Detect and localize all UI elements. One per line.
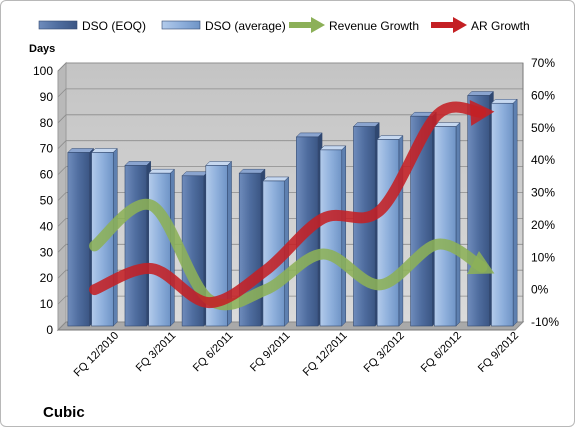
y-tick-label: 10 — [40, 297, 54, 311]
legend-item: AR Growth — [431, 17, 530, 33]
x-tick-label: FQ 12/2011 — [301, 330, 350, 379]
bar-dso-eoq — [352, 121, 380, 327]
legend-label: DSO (EOQ) — [82, 19, 146, 33]
chart-title: Cubic — [43, 404, 85, 421]
lines-layer — [89, 99, 495, 311]
y-tick-label: 40 — [40, 219, 54, 233]
y-tick-label: 60 — [40, 168, 54, 182]
y-tick-label: 0 — [46, 323, 53, 337]
y2-tick-label: 0% — [531, 283, 549, 297]
y-tick-label: 20 — [40, 271, 54, 285]
x-axis-tick-labels: FQ 12/2010 FQ 3/2011 FQ 6/2011 FQ 9/2011 FQ … — [72, 330, 521, 380]
bar-dso-average — [205, 160, 233, 327]
arrowhead — [469, 99, 495, 126]
legend: DSO (EOQ) DSO (average) Revenue Growth AR G… — [38, 17, 530, 33]
legend-item: Revenue Growth — [289, 17, 419, 33]
y2-tick-label: 70% — [531, 56, 555, 70]
x-tick-label: FQ 12/2010 — [72, 330, 122, 380]
arrowhead — [467, 250, 495, 275]
x-tick-label: FQ 9/2011 — [248, 330, 293, 375]
y2-tick-label: 10% — [531, 250, 555, 264]
y2-tick-label: 30% — [531, 186, 555, 200]
bar-dso-average — [376, 134, 404, 327]
gridline — [57, 114, 523, 124]
legend-label: Revenue Growth — [329, 19, 419, 33]
x-tick-label: FQ 6/2012 — [419, 330, 464, 375]
legend-label: AR Growth — [471, 19, 530, 33]
bar-dso-eoq — [124, 160, 152, 327]
x-tick-label: FQ 3/2011 — [134, 330, 179, 375]
y2-tick-label: 50% — [531, 121, 555, 135]
y-tick-label: 50 — [40, 194, 54, 208]
y-tick-label: 80 — [40, 116, 54, 130]
y2-tick-label: 40% — [531, 153, 555, 167]
axes — [58, 63, 524, 331]
gridline — [57, 62, 523, 72]
y2-tick-label: 60% — [531, 88, 555, 102]
ar-growth-line — [89, 99, 495, 309]
y2-tick-label: -10% — [531, 315, 559, 329]
x-tick-label: FQ 9/2012 — [476, 330, 521, 375]
bar-dso-average — [148, 168, 175, 327]
legend-label: DSO (average) — [205, 19, 286, 33]
y-tick-label: 30 — [40, 245, 54, 259]
y-tick-label: 100 — [33, 64, 53, 78]
revenue-growth-line — [89, 198, 495, 311]
legend-swatch — [38, 20, 78, 30]
x-tick-label: FQ 3/2012 — [362, 330, 407, 375]
y-axis-tick-labels: 0 10 20 30 40 50 60 70 80 90 100 — [33, 64, 53, 337]
y-tick-label: 70 — [40, 142, 54, 156]
y-axis-title: Days — [29, 43, 55, 55]
y2-tick-label: 20% — [531, 218, 555, 232]
bar-dso-eoq — [67, 147, 95, 327]
legend-item: DSO (EOQ) — [38, 19, 146, 33]
legend-item: DSO (average) — [161, 19, 286, 33]
legend-swatch — [161, 20, 201, 30]
bar-dso-average — [433, 121, 461, 327]
bar-dso-average — [319, 145, 347, 327]
bar-dso-average — [490, 98, 518, 327]
gridline — [57, 88, 523, 98]
x-tick-label: FQ 6/2011 — [191, 330, 236, 375]
y-tick-label: 90 — [40, 90, 54, 104]
y2-axis-tick-labels: -10% 0% 10% 20% 30% 40% 50% 60% 70% — [531, 56, 559, 329]
bar-dso-eoq — [467, 90, 495, 327]
